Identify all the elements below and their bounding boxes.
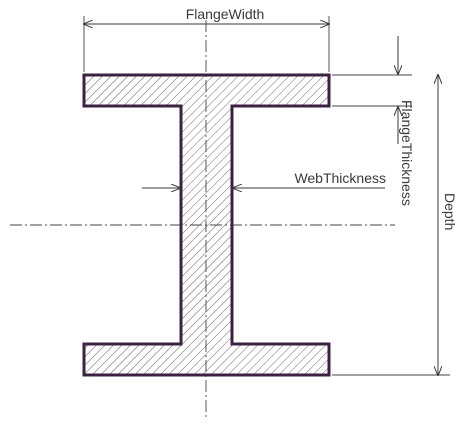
i-beam-outline <box>82 73 331 377</box>
web-thickness-label: WebThickness <box>294 170 386 186</box>
depth-dimension <box>332 75 450 375</box>
depth-label: Depth <box>442 193 458 230</box>
flange-thickness-dimension <box>332 36 412 144</box>
flange-thickness-label: FlangeThickness <box>399 100 415 206</box>
flange-width-dimension <box>84 16 329 72</box>
flange-width-label: FlangeWidth <box>186 6 265 22</box>
